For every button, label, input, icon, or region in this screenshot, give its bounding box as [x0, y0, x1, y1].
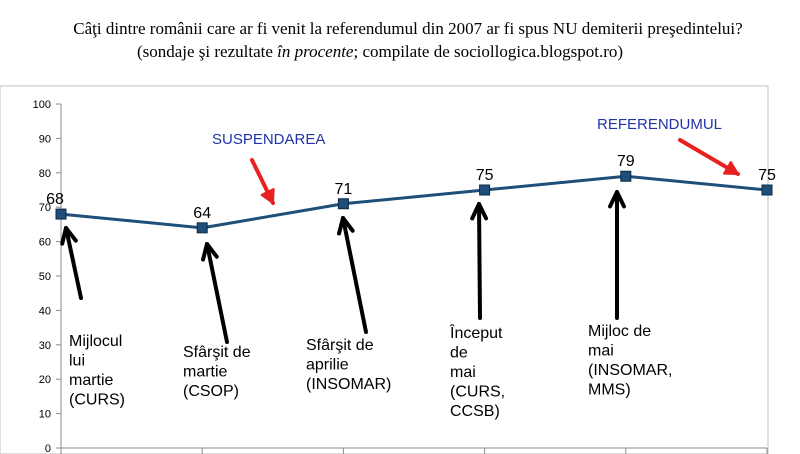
chart-subtitle: (sondaje şi rezultate în procente; compi…	[136, 42, 624, 61]
y-tick-label: 50	[39, 271, 51, 283]
poll-label: Sfârşit de aprilie (INSOMAR)	[306, 337, 391, 393]
y-tick-label: 60	[39, 237, 51, 249]
black-arrow	[60, 226, 83, 300]
poll-label-line: mai	[450, 364, 476, 381]
y-tick-label: 70	[39, 202, 51, 214]
black-arrow-shaft	[205, 242, 229, 344]
poll-label-line: (INSOMAR,	[588, 362, 672, 379]
poll-label-line: martie	[69, 372, 114, 389]
annotation-label: SUSPENDAREA	[212, 131, 325, 148]
data-label: 64	[193, 205, 211, 222]
chart-frame	[0, 85, 769, 454]
y-tick-label: 0	[45, 443, 51, 454]
y-tick-label: 100	[33, 99, 51, 111]
poll-label: Mijloc de mai (INSOMAR, MMS)	[588, 323, 672, 399]
poll-label-line: Mijlocul	[69, 333, 122, 350]
poll-label-line: (CSOP)	[183, 383, 239, 400]
red-arrow	[250, 158, 275, 205]
black-arrow-head	[470, 202, 489, 221]
poll-labels: SUSPENDAREA REFERENDUMUL Mijlocul lui martie…	[69, 116, 722, 420]
data-label: 75	[758, 167, 776, 184]
annotation-label: REFERENDUMUL	[597, 116, 722, 133]
poll-label-line: mai	[588, 343, 614, 360]
black-arrow-head	[608, 190, 626, 209]
black-arrow-shaft	[477, 202, 482, 320]
data-label: 75	[476, 167, 494, 184]
black-arrow-head	[60, 226, 78, 246]
y-tick-label: 90	[39, 133, 51, 145]
red-arrow-head	[260, 188, 275, 204]
poll-label-line: de	[450, 345, 468, 362]
data-point-marker	[479, 184, 491, 196]
poll-label-line: Sfârşit de	[306, 337, 374, 354]
data-point-marker	[620, 170, 632, 182]
data-point-marker	[337, 198, 349, 210]
x-axis	[60, 447, 768, 454]
data-point-marker	[761, 184, 773, 196]
black-arrow	[337, 216, 368, 334]
poll-label-line: Sfârşit de	[183, 344, 251, 361]
series-line: 68 64 71 75 79 75	[46, 153, 776, 234]
chart-title: Câţi dintre românii care ar fi venit la …	[73, 19, 743, 38]
data-label: 79	[617, 153, 635, 170]
black-arrow-head	[201, 242, 219, 262]
poll-label: Mijlocul lui martie (CURS)	[69, 333, 125, 409]
y-tick-label: 20	[39, 374, 51, 386]
y-tick-label: 80	[39, 168, 51, 180]
data-label: 71	[335, 181, 353, 198]
poll-label: Început de mai (CURS, CCSB)	[449, 323, 505, 420]
black-arrow-head	[337, 216, 355, 236]
poll-label-line: MMS)	[588, 382, 631, 399]
red-arrow-head	[723, 160, 739, 175]
black-arrow-shaft	[341, 216, 368, 334]
poll-label-line: lui	[69, 353, 85, 370]
poll-label-line: (CURS)	[69, 392, 125, 409]
black-arrow	[201, 242, 229, 344]
y-axis: 0 10 20 30 40 50 60 70 80 90 100	[33, 99, 62, 454]
data-point-marker	[55, 208, 67, 220]
y-tick-label: 30	[39, 340, 51, 352]
poll-label-line: (CURS,	[450, 384, 505, 401]
poll-label-line: CCSB)	[450, 403, 500, 420]
black-arrow-shaft	[64, 226, 83, 300]
poll-label-line: (INSOMAR)	[306, 376, 391, 393]
poll-label-line: Început	[449, 323, 503, 342]
series-polyline	[60, 174, 768, 230]
red-arrow	[678, 138, 740, 176]
data-point-marker	[196, 222, 208, 234]
black-arrow	[608, 190, 626, 320]
poll-label-line: aprilie	[306, 357, 349, 374]
data-label: 68	[46, 191, 64, 208]
y-tick-label: 10	[39, 409, 51, 421]
annotation-arrows	[60, 138, 740, 344]
poll-label-line: Mijloc de	[588, 323, 651, 340]
y-tick-label: 40	[39, 305, 51, 317]
poll-label-line: martie	[183, 364, 228, 381]
poll-label: Sfârşit de martie (CSOP)	[183, 344, 251, 400]
black-arrow	[470, 202, 489, 320]
